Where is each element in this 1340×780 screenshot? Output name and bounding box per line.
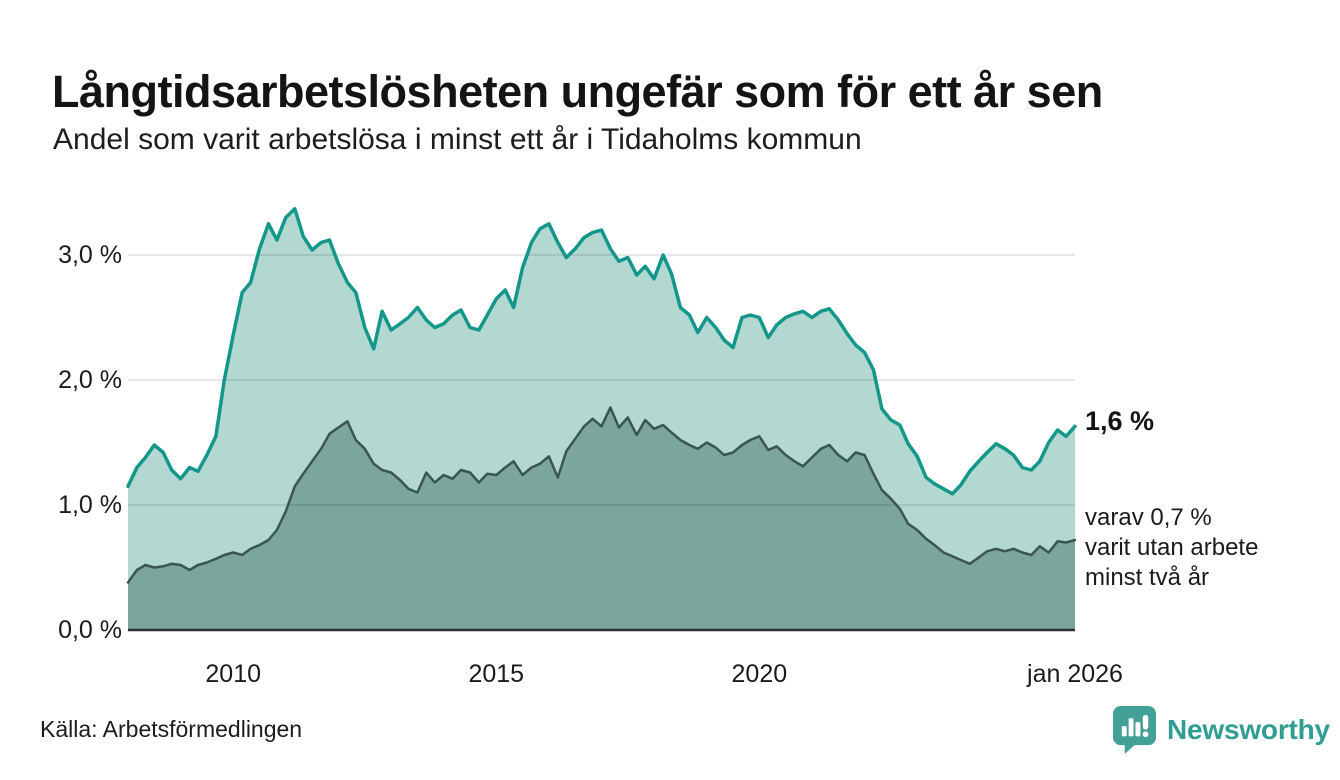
x-tick-label: 2020 bbox=[731, 660, 788, 688]
latest-value-label: 1,6 % bbox=[1085, 406, 1155, 436]
secondary-annotation-line: varit utan arbete bbox=[1085, 534, 1259, 561]
series-area-two-years bbox=[128, 407, 1075, 630]
secondary-annotation-line: varav 0,7 % bbox=[1085, 504, 1212, 531]
page-title: Långtidsarbetslösheten ungefär som för e… bbox=[52, 66, 1103, 118]
y-tick-label: 1,0 % bbox=[58, 491, 122, 519]
secondary-annotation-line: minst två år bbox=[1085, 564, 1210, 591]
series-line-one-year bbox=[126, 207, 1077, 496]
secondary-annotation: varav 0,7 % varit utan arbete minst två … bbox=[1085, 503, 1258, 593]
series-line-two-years bbox=[126, 406, 1077, 584]
y-tick-label: 3,0 % bbox=[58, 241, 122, 269]
newsworthy-icon bbox=[1112, 706, 1157, 754]
newsworthy-wordmark: Newsworthy bbox=[1167, 713, 1330, 745]
x-tick-label: 2010 bbox=[205, 660, 262, 688]
source-label: Källa: Arbetsförmedlingen bbox=[40, 716, 303, 742]
x-tick-label: jan 2026 bbox=[1027, 660, 1123, 688]
x-tick-label: 2015 bbox=[468, 660, 525, 688]
page-subtitle: Andel som varit arbetslösa i minst ett å… bbox=[53, 123, 862, 156]
newsworthy-logo: Newsworthy bbox=[1112, 705, 1330, 754]
y-tick-label: 0,0 % bbox=[58, 616, 122, 644]
y-tick-label: 2,0 % bbox=[58, 366, 122, 394]
